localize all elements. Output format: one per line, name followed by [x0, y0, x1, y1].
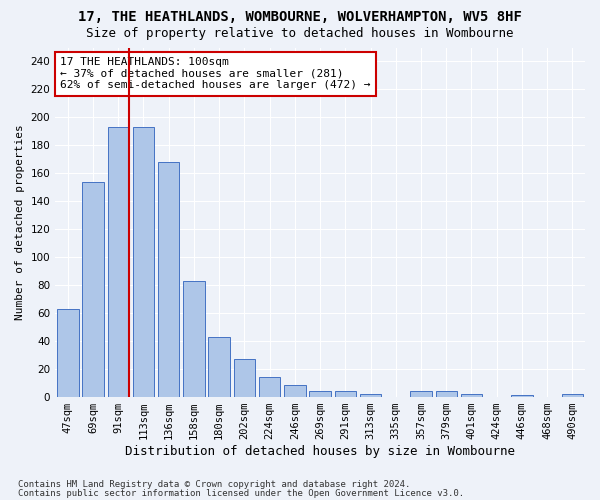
Bar	[511, 395, 533, 396]
Bar	[562, 394, 583, 396]
Bar	[259, 377, 280, 396]
Bar	[82, 182, 104, 396]
Bar	[208, 336, 230, 396]
Bar	[107, 127, 129, 396]
Bar	[436, 391, 457, 396]
Bar	[284, 386, 305, 396]
Text: Contains public sector information licensed under the Open Government Licence v3: Contains public sector information licen…	[18, 488, 464, 498]
Bar	[183, 280, 205, 396]
Text: 17 THE HEATHLANDS: 100sqm
← 37% of detached houses are smaller (281)
62% of semi: 17 THE HEATHLANDS: 100sqm ← 37% of detac…	[60, 58, 371, 90]
Bar	[158, 162, 179, 396]
Bar	[335, 391, 356, 396]
X-axis label: Distribution of detached houses by size in Wombourne: Distribution of detached houses by size …	[125, 444, 515, 458]
Bar	[410, 391, 432, 396]
Text: Size of property relative to detached houses in Wombourne: Size of property relative to detached ho…	[86, 28, 514, 40]
Bar	[360, 394, 381, 396]
Bar	[57, 308, 79, 396]
Bar	[461, 394, 482, 396]
Text: Contains HM Land Registry data © Crown copyright and database right 2024.: Contains HM Land Registry data © Crown c…	[18, 480, 410, 489]
Bar	[310, 391, 331, 396]
Bar	[233, 359, 255, 397]
Bar	[133, 127, 154, 396]
Text: 17, THE HEATHLANDS, WOMBOURNE, WOLVERHAMPTON, WV5 8HF: 17, THE HEATHLANDS, WOMBOURNE, WOLVERHAM…	[78, 10, 522, 24]
Y-axis label: Number of detached properties: Number of detached properties	[15, 124, 25, 320]
